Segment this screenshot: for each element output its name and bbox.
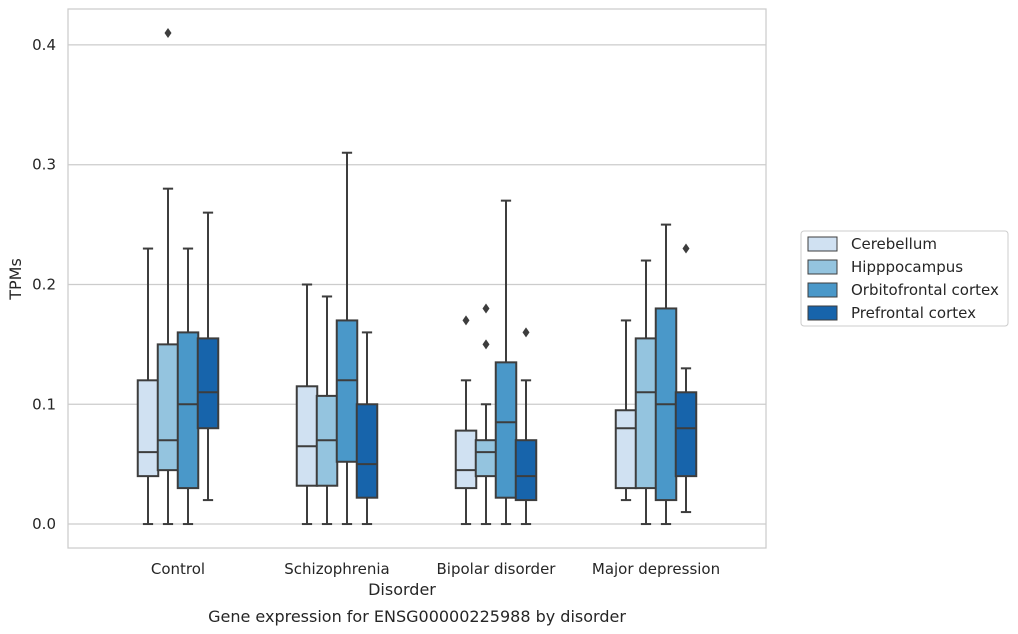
box-group xyxy=(355,331,379,526)
legend-item: Orbitofrontal cortex xyxy=(807,281,999,299)
box-iqr xyxy=(514,439,538,502)
y-tick-label: 0.4 xyxy=(32,36,56,54)
box-group xyxy=(654,223,678,526)
legend-swatch xyxy=(807,236,838,252)
box-iqr xyxy=(614,409,638,490)
box-iqr xyxy=(335,319,359,463)
box-iqr xyxy=(474,439,498,478)
box-iqr xyxy=(196,337,220,430)
y-tick-label: 0.2 xyxy=(32,275,56,293)
box-iqr xyxy=(355,403,379,499)
box-iqr xyxy=(176,331,200,490)
x-tick-label: Control xyxy=(151,560,205,578)
legend-item: Cerebellum xyxy=(807,235,937,253)
box-iqr xyxy=(454,429,478,490)
box-group xyxy=(136,247,160,526)
x-tick-label: Bipolar disorder xyxy=(437,560,557,578)
box-group xyxy=(494,199,518,526)
box-iqr xyxy=(634,337,658,490)
box-group xyxy=(156,27,180,526)
legend-item: Hipppocampus xyxy=(807,258,963,276)
box-group xyxy=(454,315,478,526)
box-group xyxy=(514,327,538,526)
legend-label: Hipppocampus xyxy=(851,258,963,276)
box-group xyxy=(196,211,220,502)
outlier-point xyxy=(682,243,690,254)
series-hipppocampus xyxy=(156,27,658,526)
y-tick-label: 0.1 xyxy=(32,395,56,413)
x-tick-labels: Control Schizophrenia Bipolar disorder Majo… xyxy=(151,560,720,578)
plot-frame xyxy=(67,8,767,549)
legend-label: Prefrontal cortex xyxy=(851,304,976,322)
x-axis-title: Disorder xyxy=(368,580,436,599)
box-series xyxy=(136,27,698,526)
legend-label: Orbitofrontal cortex xyxy=(851,281,999,299)
x-tick-label: Schizophrenia xyxy=(284,560,389,578)
box-group xyxy=(335,151,359,526)
box-group xyxy=(295,283,319,526)
figure-caption: Gene expression for ENSG00000225988 by d… xyxy=(208,607,626,626)
box-iqr xyxy=(136,379,160,478)
box-group xyxy=(176,247,200,526)
outlier-point xyxy=(482,339,490,350)
x-tick-label: Major depression xyxy=(592,560,720,578)
outlier-point xyxy=(164,27,172,38)
legend-swatch xyxy=(807,259,838,275)
series-cerebellum xyxy=(136,247,638,526)
box-iqr xyxy=(295,385,319,487)
y-tick-label: 0.3 xyxy=(32,156,56,174)
outlier-point xyxy=(462,315,470,326)
y-tick-label: 0.0 xyxy=(32,515,56,533)
legend-item: Prefrontal cortex xyxy=(807,304,976,322)
legend-label: Cerebellum xyxy=(851,235,937,253)
box-iqr xyxy=(494,361,518,499)
box-group xyxy=(674,243,698,514)
legend: Cerebellum Hipppocampus Orbitofrontal cort… xyxy=(800,230,1009,327)
series-orbitofrontal-cortex xyxy=(176,151,678,526)
box-group xyxy=(315,295,339,526)
legend-box xyxy=(800,230,1009,327)
box-iqr xyxy=(674,391,698,478)
y-tick-labels: 0.0 0.1 0.2 0.3 0.4 xyxy=(32,36,56,533)
outlier-point xyxy=(522,327,530,338)
box-iqr xyxy=(156,343,180,472)
legend-swatch xyxy=(807,282,838,298)
box-group xyxy=(474,303,498,526)
outlier-point xyxy=(482,303,490,314)
y-axis-title: TPMs xyxy=(6,258,25,301)
legend-swatch xyxy=(807,305,838,321)
series-prefrontal-cortex xyxy=(196,211,698,526)
